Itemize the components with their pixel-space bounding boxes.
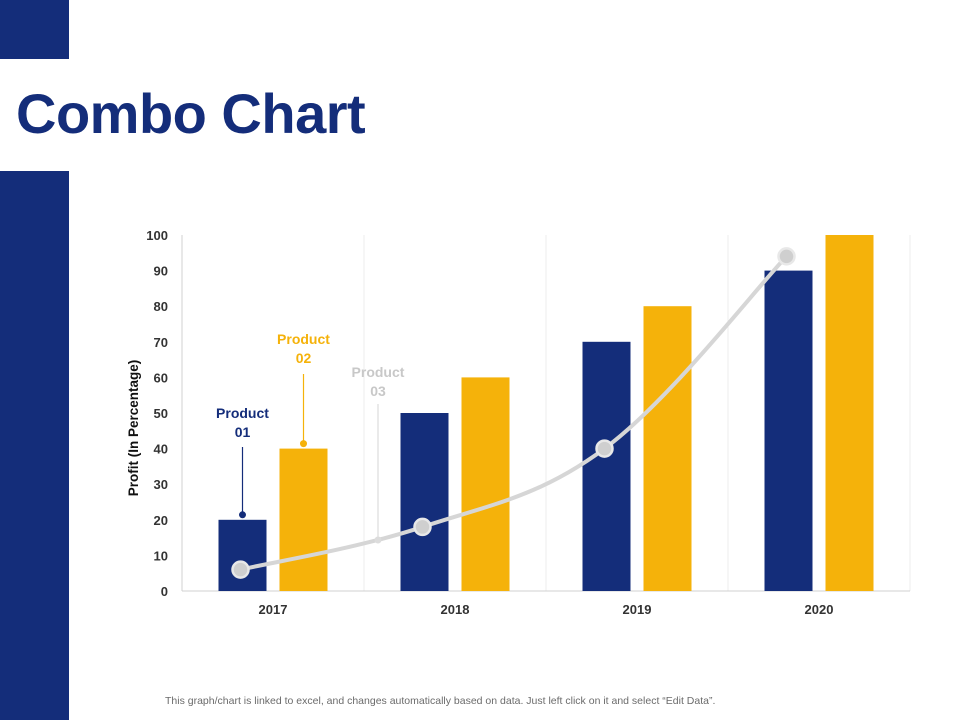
bar-product-01-2017[interactable]	[218, 519, 267, 591]
y-tick-label: 100	[146, 228, 168, 243]
x-tick-label: 2018	[441, 602, 470, 617]
bar-product-01-2019[interactable]	[582, 341, 631, 591]
y-tick-label: 40	[154, 442, 168, 457]
y-tick-label: 60	[154, 370, 168, 385]
y-tick-label: 70	[154, 335, 168, 350]
y-tick-label: 50	[154, 406, 168, 421]
callout-label-product-02: 02	[296, 350, 312, 366]
x-tick-label: 2019	[623, 602, 652, 617]
y-tick-label: 0	[161, 584, 168, 599]
callout-label-product-01: Product	[216, 405, 269, 421]
callout-dot-product-03	[374, 536, 382, 544]
footer-note: This graph/chart is linked to excel, and…	[165, 695, 716, 707]
callout-label-product-02: Product	[277, 331, 330, 347]
y-tick-label: 30	[154, 477, 168, 492]
y-tick-label: 80	[154, 299, 168, 314]
bar-product-02-2020[interactable]	[825, 235, 874, 591]
point-product-03-2018[interactable]	[413, 517, 432, 537]
page-title: Combo Chart	[16, 82, 366, 145]
y-tick-label: 20	[154, 513, 168, 528]
callout-dot-product-01	[239, 511, 246, 519]
callout-label-product-03: Product	[352, 364, 405, 380]
y-tick-label: 90	[154, 264, 168, 279]
bar-product-01-2020[interactable]	[764, 270, 813, 591]
x-tick-label: 2020	[805, 602, 834, 617]
bar-product-02-2019[interactable]	[643, 306, 692, 591]
bar-product-02-2017[interactable]	[279, 448, 328, 591]
left-accent-bar	[0, 171, 69, 720]
line-product-03[interactable]	[238, 254, 789, 572]
y-tick-label: 10	[154, 548, 168, 563]
bar-product-02-2018[interactable]	[461, 377, 510, 591]
callout-dot-product-02	[300, 440, 307, 448]
x-tick-label: 2017	[259, 602, 288, 617]
point-product-03-2017[interactable]	[231, 560, 250, 579]
callout-label-product-03: 03	[370, 383, 386, 399]
top-accent-block	[0, 0, 69, 59]
point-product-03-2020[interactable]	[777, 247, 796, 266]
y-axis-label: Profit (In Percentage)	[126, 360, 141, 497]
bar-product-01-2018[interactable]	[400, 413, 449, 591]
callout-label-product-01: 01	[235, 424, 251, 440]
point-product-03-2019[interactable]	[595, 439, 614, 458]
